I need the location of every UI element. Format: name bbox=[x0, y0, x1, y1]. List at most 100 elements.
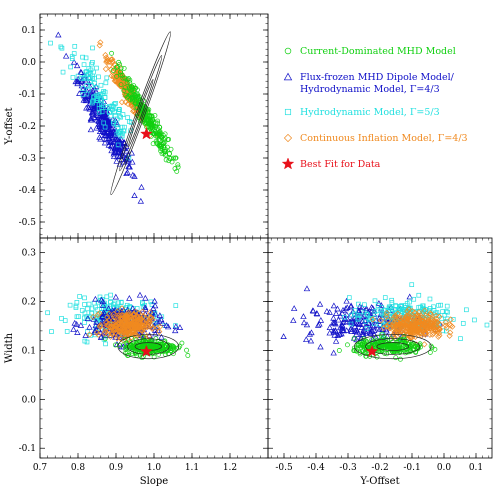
point-hydro53 bbox=[99, 109, 105, 115]
point-flux bbox=[123, 170, 130, 177]
contour-ellipse bbox=[354, 333, 432, 360]
point-hydro53 bbox=[348, 321, 354, 327]
point-current bbox=[122, 75, 128, 81]
point-hydro53 bbox=[108, 113, 114, 119]
point-flux bbox=[303, 336, 310, 343]
point-current bbox=[159, 343, 165, 349]
point-hydro53 bbox=[95, 98, 101, 103]
legend-marker-cont bbox=[283, 133, 293, 143]
point-current bbox=[110, 68, 116, 73]
y-tick-label: 0.1 bbox=[22, 26, 36, 36]
point-cont bbox=[147, 309, 154, 316]
point-hydro53 bbox=[79, 308, 85, 313]
point-cont bbox=[103, 57, 111, 65]
point-flux bbox=[290, 317, 297, 323]
point-current bbox=[122, 336, 128, 342]
point-flux bbox=[330, 327, 337, 334]
point-flux bbox=[99, 313, 106, 320]
point-cont bbox=[403, 327, 410, 334]
point-current bbox=[150, 117, 156, 123]
point-hydro53 bbox=[409, 282, 415, 287]
y-axis-title: Y-offset bbox=[4, 107, 15, 145]
point-hydro53 bbox=[82, 302, 87, 307]
points-yoffset-width bbox=[280, 282, 490, 362]
point-cont bbox=[419, 320, 426, 328]
point-hydro53 bbox=[73, 305, 79, 310]
point-hydro53 bbox=[109, 104, 115, 110]
point-flux bbox=[326, 308, 333, 315]
point-hydro53 bbox=[393, 303, 398, 308]
point-flux bbox=[316, 320, 323, 327]
point-current bbox=[432, 346, 438, 352]
point-hydro53 bbox=[372, 309, 378, 314]
point-flux bbox=[73, 320, 80, 327]
point-current bbox=[172, 166, 178, 172]
point-cont bbox=[108, 330, 115, 337]
point-flux bbox=[102, 132, 109, 138]
point-flux bbox=[142, 310, 149, 317]
point-flux bbox=[108, 138, 115, 145]
legend-marker-best bbox=[281, 157, 295, 170]
point-cont bbox=[94, 311, 102, 318]
point-hydro53 bbox=[115, 142, 121, 148]
point-cont bbox=[402, 321, 409, 328]
point-hydro53 bbox=[120, 112, 126, 117]
point-flux bbox=[330, 314, 337, 321]
point-current bbox=[157, 125, 163, 130]
point-cont bbox=[144, 323, 151, 330]
point-hydro53 bbox=[368, 316, 373, 321]
contours bbox=[110, 31, 171, 195]
point-cont bbox=[96, 42, 103, 49]
point-flux bbox=[347, 326, 355, 332]
point-hydro53 bbox=[362, 302, 367, 308]
point-current bbox=[175, 162, 181, 168]
point-cont bbox=[395, 320, 402, 328]
point-flux bbox=[89, 108, 97, 114]
point-cont bbox=[413, 318, 421, 325]
point-flux bbox=[109, 134, 117, 140]
point-hydro53 bbox=[49, 329, 54, 334]
point-flux bbox=[348, 328, 355, 334]
point-cont bbox=[118, 305, 126, 312]
point-flux bbox=[366, 329, 374, 336]
point-cont bbox=[406, 316, 413, 323]
point-current bbox=[173, 155, 179, 161]
point-flux bbox=[113, 136, 121, 143]
point-cont bbox=[124, 311, 131, 318]
point-cont bbox=[127, 313, 134, 320]
point-flux bbox=[331, 331, 338, 338]
point-cont bbox=[408, 330, 415, 337]
point-hydro53 bbox=[112, 300, 118, 306]
x-tick-label: 0.0 bbox=[437, 463, 452, 473]
point-cont bbox=[427, 310, 434, 317]
x-tick-label: 1.2 bbox=[223, 463, 237, 473]
point-hydro53 bbox=[440, 309, 445, 314]
point-hydro53 bbox=[60, 69, 66, 75]
point-flux bbox=[95, 113, 103, 120]
contour-ellipse bbox=[376, 342, 410, 351]
point-cont bbox=[442, 319, 449, 326]
point-flux bbox=[113, 157, 120, 164]
point-current bbox=[120, 75, 126, 81]
contour-ellipse bbox=[119, 55, 163, 172]
point-hydro53 bbox=[69, 54, 75, 59]
x-tick-label: 1.1 bbox=[185, 463, 199, 473]
series-flux bbox=[55, 31, 145, 204]
point-current bbox=[137, 352, 143, 358]
point-cont bbox=[96, 310, 103, 317]
point-cont bbox=[421, 341, 428, 348]
point-cont bbox=[101, 330, 108, 337]
point-hydro53 bbox=[90, 45, 95, 51]
point-hydro53 bbox=[389, 297, 395, 303]
point-hydro53 bbox=[96, 106, 102, 111]
point-current bbox=[122, 85, 128, 91]
point-cont bbox=[435, 333, 442, 340]
x-tick-label: 0.7 bbox=[33, 463, 48, 473]
point-hydro53 bbox=[108, 300, 113, 305]
point-flux bbox=[164, 323, 172, 330]
point-flux bbox=[104, 128, 111, 135]
point-hydro53 bbox=[86, 301, 92, 307]
point-hydro53 bbox=[114, 131, 120, 137]
point-hydro53 bbox=[381, 315, 387, 320]
point-cont bbox=[140, 322, 147, 329]
